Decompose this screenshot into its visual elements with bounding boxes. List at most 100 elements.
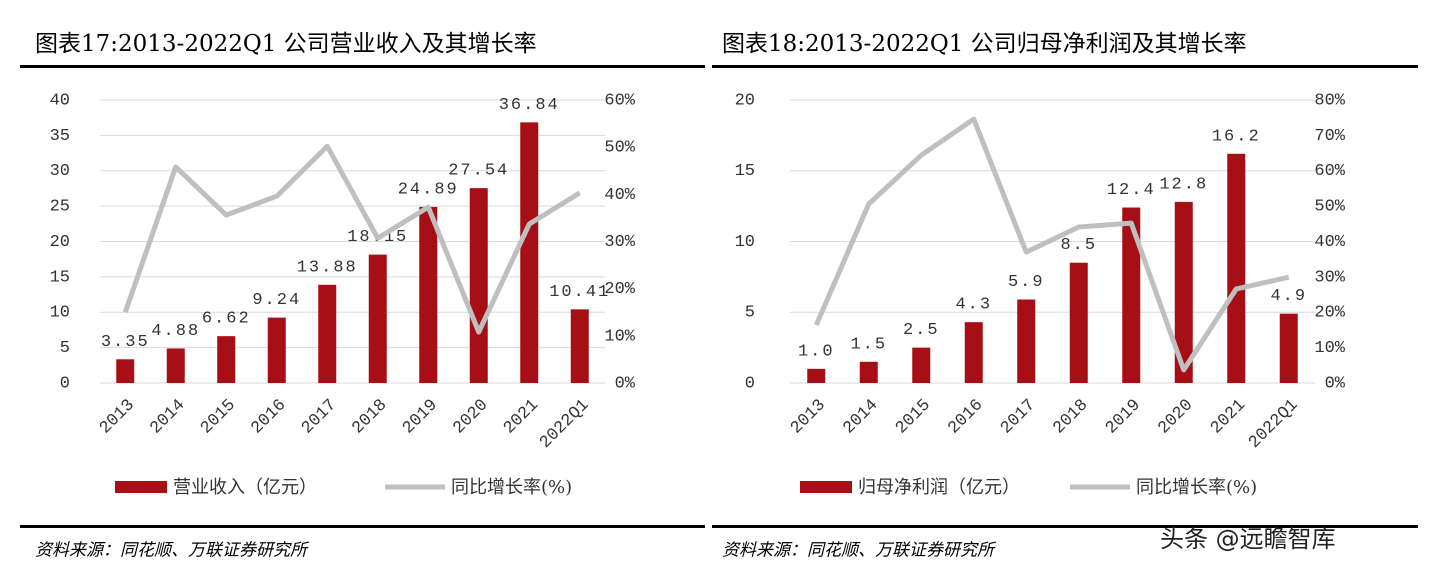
data-label: 5.9 — [1008, 273, 1045, 292]
legend-swatch — [800, 481, 852, 493]
bar — [166, 348, 185, 383]
bar — [807, 368, 826, 383]
watermark: 头条 @远瞻智库 — [1160, 525, 1336, 553]
source: 资料来源：同花顺、万联证券研究所 — [35, 541, 310, 561]
bar — [520, 122, 539, 384]
rule — [712, 525, 1418, 528]
bar — [217, 336, 236, 383]
bar — [1279, 313, 1298, 383]
data-label: 2.5 — [903, 321, 940, 340]
x-tick-label: 2016 — [248, 396, 290, 438]
x-tick-label: 2018 — [349, 396, 391, 438]
rule — [20, 65, 705, 68]
data-label: 13.88 — [297, 258, 358, 277]
bar — [469, 188, 488, 383]
x-tick-label: 2017 — [997, 396, 1039, 438]
y-tick-label: 0 — [745, 374, 755, 393]
y2-tick-label: 70% — [1314, 127, 1345, 146]
y-tick-label: 5 — [745, 304, 755, 323]
y2-tick-label: 60% — [1314, 162, 1345, 181]
bar — [1227, 153, 1246, 383]
bar — [964, 322, 983, 383]
x-tick-label: 2015 — [892, 396, 934, 438]
data-label: 12.8 — [1159, 175, 1208, 194]
data-label: 4.9 — [1270, 287, 1307, 306]
x-tick-label: 2013 — [787, 396, 829, 438]
data-label: 8.5 — [1060, 236, 1097, 255]
y-tick-label: 20 — [50, 233, 70, 252]
data-label: 1.5 — [850, 335, 887, 354]
bar — [368, 254, 387, 383]
data-label: 9.24 — [252, 291, 301, 310]
bar — [419, 206, 438, 383]
y-tick-label: 20 — [735, 91, 755, 110]
y-tick-label: 10 — [735, 233, 755, 252]
y2-tick-label: 0% — [1325, 374, 1346, 393]
x-tick-label: 2014 — [840, 396, 882, 438]
bar — [570, 309, 589, 383]
x-tick-label: 2013 — [96, 396, 138, 438]
y2-tick-label: 40% — [604, 186, 635, 205]
x-tick-label: 2021 — [1207, 396, 1249, 438]
line — [122, 143, 582, 335]
y-tick-label: 40 — [50, 91, 70, 110]
bar — [1017, 299, 1036, 383]
y2-tick-label: 40% — [1314, 233, 1345, 252]
y-tick-label: 15 — [50, 268, 70, 287]
x-tick-label: 2020 — [450, 396, 492, 438]
x-tick-label: 2022Q1 — [1245, 396, 1302, 453]
y2-tick-label: 80% — [1314, 91, 1345, 110]
data-label: 16.2 — [1212, 127, 1261, 146]
data-label: 24.89 — [398, 180, 459, 199]
data-label: 27.54 — [448, 162, 509, 181]
legend-swatch — [115, 481, 167, 493]
data-label: 4.3 — [955, 296, 992, 315]
y2-tick-label: 10% — [604, 327, 635, 346]
y2-tick-label: 0% — [615, 374, 636, 393]
x-tick-label: 2022Q1 — [536, 396, 593, 453]
rule — [20, 525, 705, 528]
legend-label: 归母净利润（亿元） — [858, 477, 1020, 498]
bar — [1069, 262, 1088, 383]
y-tick-label: 30 — [50, 162, 70, 181]
data-label: 4.88 — [151, 322, 200, 341]
y2-tick-label: 20% — [1314, 304, 1345, 323]
y-tick-label: 15 — [735, 162, 755, 181]
bar — [116, 359, 135, 383]
x-tick-label: 2017 — [298, 396, 340, 438]
y-tick-label: 25 — [50, 198, 70, 217]
y2-tick-label: 30% — [1314, 268, 1345, 287]
data-label: 36.84 — [499, 96, 560, 115]
data-label: 1.0 — [798, 342, 835, 361]
chart-title: 图表17:2013-2022Q1 公司营业收入及其增长率 — [35, 31, 537, 57]
y2-tick-label: 60% — [604, 91, 635, 110]
bar — [1174, 201, 1193, 383]
rule — [712, 65, 1418, 68]
x-tick-label: 2016 — [945, 396, 987, 438]
line — [813, 116, 1290, 373]
y-tick-label: 5 — [60, 339, 70, 358]
legend-label: 同比增长率(%) — [1136, 477, 1257, 498]
data-label: 10.41 — [549, 283, 610, 302]
data-label: 6.62 — [202, 310, 251, 329]
bar — [912, 347, 931, 383]
y-tick-label: 35 — [50, 127, 70, 146]
source: 资料来源：同花顺、万联证券研究所 — [722, 541, 997, 561]
x-tick-label: 2020 — [1155, 396, 1197, 438]
data-label: 12.4 — [1107, 181, 1156, 200]
x-tick-label: 2015 — [197, 396, 239, 438]
x-tick-label: 2014 — [147, 396, 189, 438]
y2-tick-label: 50% — [604, 139, 635, 158]
bar — [267, 317, 286, 383]
x-tick-label: 2019 — [399, 396, 441, 438]
y2-tick-label: 10% — [1314, 339, 1345, 358]
legend-label: 营业收入（亿元） — [173, 477, 317, 498]
x-tick-label: 2019 — [1102, 396, 1144, 438]
data-label: 3.35 — [101, 333, 150, 352]
y2-tick-label: 30% — [604, 233, 635, 252]
y-tick-label: 10 — [50, 304, 70, 323]
bar — [1122, 207, 1141, 383]
y2-tick-label: 20% — [604, 280, 635, 299]
